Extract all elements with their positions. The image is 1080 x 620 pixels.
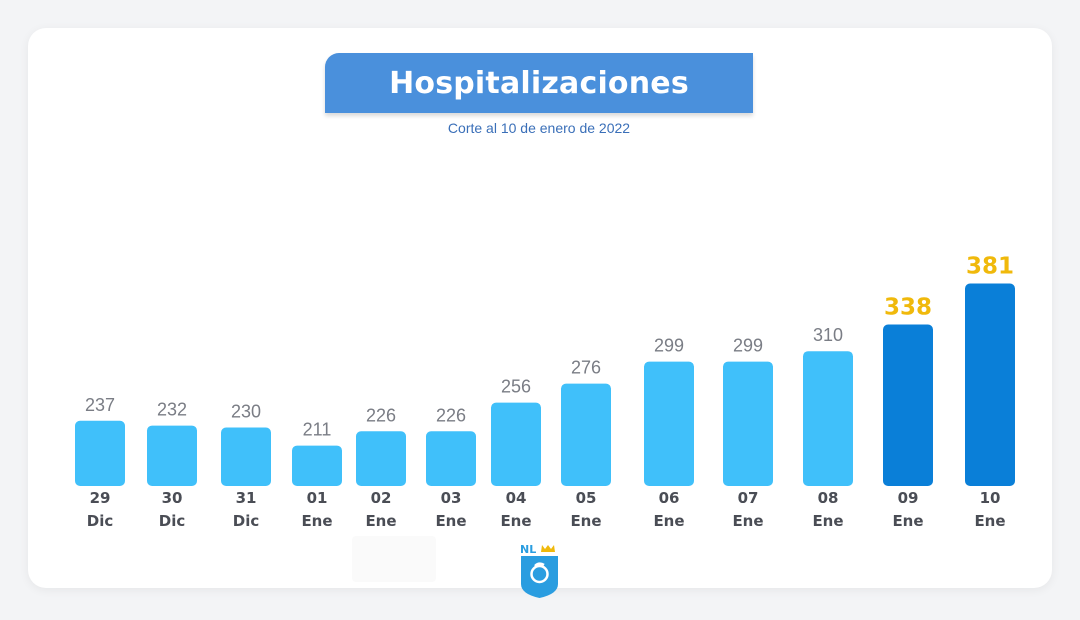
data-label: 338 xyxy=(884,294,932,320)
tick-label-month: Ene xyxy=(732,512,763,530)
tick-label-month: Ene xyxy=(812,512,843,530)
data-label: 299 xyxy=(733,336,763,356)
bar-01-ene xyxy=(292,445,342,486)
bar-08-ene xyxy=(803,351,853,486)
data-label: 230 xyxy=(231,401,261,421)
tick-label-month: Ene xyxy=(301,512,332,530)
title-banner: Hospitalizaciones xyxy=(325,53,753,113)
tick-label-month: Ene xyxy=(500,512,531,530)
logo-text: NL xyxy=(520,543,536,556)
tick-label-month: Ene xyxy=(365,512,396,530)
tick-label-day: 03 xyxy=(441,489,462,507)
data-label: 232 xyxy=(157,400,187,420)
tick-label-day: 01 xyxy=(307,489,328,507)
chart-subtitle: Corte al 10 de enero de 2022 xyxy=(447,120,631,136)
bar-02-ene xyxy=(356,431,406,486)
data-label: 256 xyxy=(501,377,531,397)
tick-label-month: Ene xyxy=(892,512,923,530)
tick-label-month: Dic xyxy=(159,512,185,530)
tick-label-month: Dic xyxy=(87,512,113,530)
bar-29-dic xyxy=(75,420,125,486)
bar-03-ene xyxy=(426,431,476,486)
tick-label-day: 08 xyxy=(818,489,839,507)
data-label: 211 xyxy=(303,420,332,440)
shield-logo-icon: NL xyxy=(520,543,558,598)
bar-06-ene xyxy=(644,361,694,486)
tick-label-month: Dic xyxy=(233,512,259,530)
tick-label-day: 05 xyxy=(576,489,597,507)
tick-label-month: Ene xyxy=(653,512,684,530)
tick-label-month: Ene xyxy=(974,512,1005,530)
bar-10-ene xyxy=(965,283,1015,486)
blank-logo-area xyxy=(352,536,436,582)
data-label: 226 xyxy=(366,405,396,425)
bar-05-ene xyxy=(561,383,611,486)
data-label: 276 xyxy=(571,358,601,378)
data-label: 299 xyxy=(654,336,684,356)
tick-label-day: 31 xyxy=(236,489,257,507)
chart-card xyxy=(28,28,1052,588)
bar-31-dic xyxy=(221,427,271,486)
tick-label-day: 06 xyxy=(659,489,680,507)
data-label: 237 xyxy=(85,395,115,415)
tick-label-day: 04 xyxy=(506,489,527,507)
data-label: 381 xyxy=(966,253,1014,279)
bar-04-ene xyxy=(491,402,541,486)
tick-label-day: 02 xyxy=(371,489,392,507)
tick-label-day: 09 xyxy=(898,489,919,507)
bar-07-ene xyxy=(723,361,773,486)
tick-label-day: 10 xyxy=(980,489,1001,507)
tick-label-day: 29 xyxy=(90,489,111,507)
data-label: 310 xyxy=(813,325,843,345)
tick-label-month: Ene xyxy=(570,512,601,530)
data-label: 226 xyxy=(436,405,466,425)
tick-label-day: 30 xyxy=(162,489,183,507)
tick-label-month: Ene xyxy=(435,512,466,530)
chart-title: Hospitalizaciones xyxy=(389,65,689,101)
tick-label-day: 07 xyxy=(738,489,759,507)
bar-30-dic xyxy=(147,425,197,486)
bar-09-ene xyxy=(883,324,933,486)
